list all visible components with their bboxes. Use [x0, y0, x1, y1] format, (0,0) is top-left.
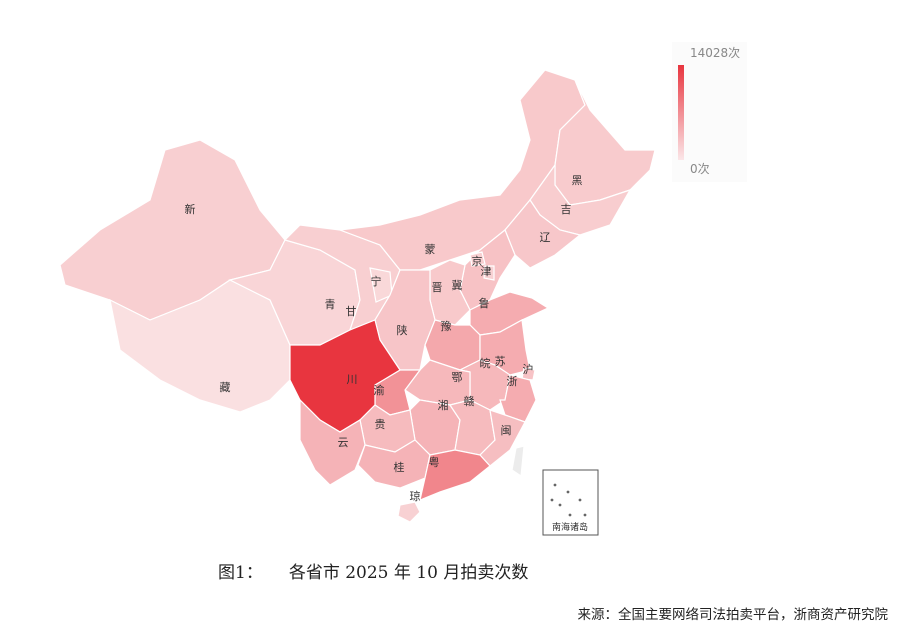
province-guangdong[interactable]	[419, 449, 491, 501]
source-note: 来源：全国主要网络司法拍卖平台，浙商资产研究院	[577, 607, 889, 623]
province-label-jiangsu: 苏	[495, 355, 506, 368]
province-label-henan: 豫	[441, 320, 452, 333]
province-label-beijing: 京	[472, 254, 483, 268]
figure-number: 图1：	[218, 563, 263, 583]
province-label-guangdong: 粤	[429, 455, 440, 469]
province-label-jilin: 吉	[561, 203, 572, 216]
province-label-shandong: 鲁	[479, 296, 490, 310]
legend-min-label: 0次	[690, 162, 710, 176]
province-label-zhejiang: 浙	[507, 375, 518, 388]
legend-panel	[672, 42, 747, 182]
province-label-qinghai: 青	[325, 298, 336, 311]
island-dot	[558, 503, 562, 507]
island-dot	[553, 483, 557, 487]
province-label-xinjiang: 新	[185, 202, 196, 216]
province-label-jiangxi: 赣	[464, 394, 475, 408]
province-label-shanghai: 沪	[523, 362, 534, 376]
province-label-fujian: 闽	[501, 424, 512, 437]
province-label-guangxi: 桂	[394, 460, 405, 474]
province-label-tianjin: 津	[481, 265, 492, 278]
province-beijing[interactable]	[469, 251, 486, 267]
province-label-hunan: 湘	[438, 398, 449, 412]
province-label-hainan: 琼	[410, 489, 421, 503]
island-dot	[566, 490, 570, 494]
province-label-shanxi: 晋	[432, 281, 443, 294]
province-shanghai[interactable]	[521, 367, 536, 381]
province-fujian[interactable]	[479, 409, 526, 467]
figure-caption: 图1： 各省市 2025 年 10 月拍卖次数	[218, 558, 528, 583]
legend-color-scale[interactable]	[678, 65, 684, 160]
figure-title: 各省市 2025 年 10 月拍卖次数	[288, 563, 529, 583]
island-dot	[550, 498, 554, 502]
province-label-gansu: 甘	[346, 305, 357, 318]
province-label-neimenggu: 蒙	[425, 243, 436, 256]
province-label-hubei: 鄂	[452, 371, 463, 384]
island-dot	[583, 513, 587, 517]
province-label-liaoning: 辽	[540, 231, 551, 244]
province-label-yunnan: 云	[338, 436, 349, 449]
province-label-sichuan: 川	[347, 373, 358, 386]
province-tianjin[interactable]	[483, 265, 495, 281]
province-taiwan[interactable]	[511, 445, 525, 478]
province-label-chongqing: 渝	[374, 383, 385, 397]
inset-label: 南海诸岛	[552, 521, 588, 533]
province-label-tibet: 藏	[220, 381, 231, 394]
province-label-hebei: 冀	[452, 278, 463, 292]
south-china-sea-inset: 南海诸岛	[542, 469, 599, 536]
island-dot	[578, 498, 582, 502]
province-label-shaanxi: 陕	[397, 323, 408, 337]
province-hainan[interactable]	[397, 501, 421, 523]
province-label-ningxia: 宁	[371, 274, 382, 288]
province-label-guizhou: 贵	[375, 418, 386, 431]
island-dot	[568, 513, 572, 517]
legend-max-label: 14028次	[690, 46, 741, 60]
province-label-anhui: 皖	[480, 356, 491, 370]
province-label-heilongjiang: 黑	[572, 174, 583, 187]
